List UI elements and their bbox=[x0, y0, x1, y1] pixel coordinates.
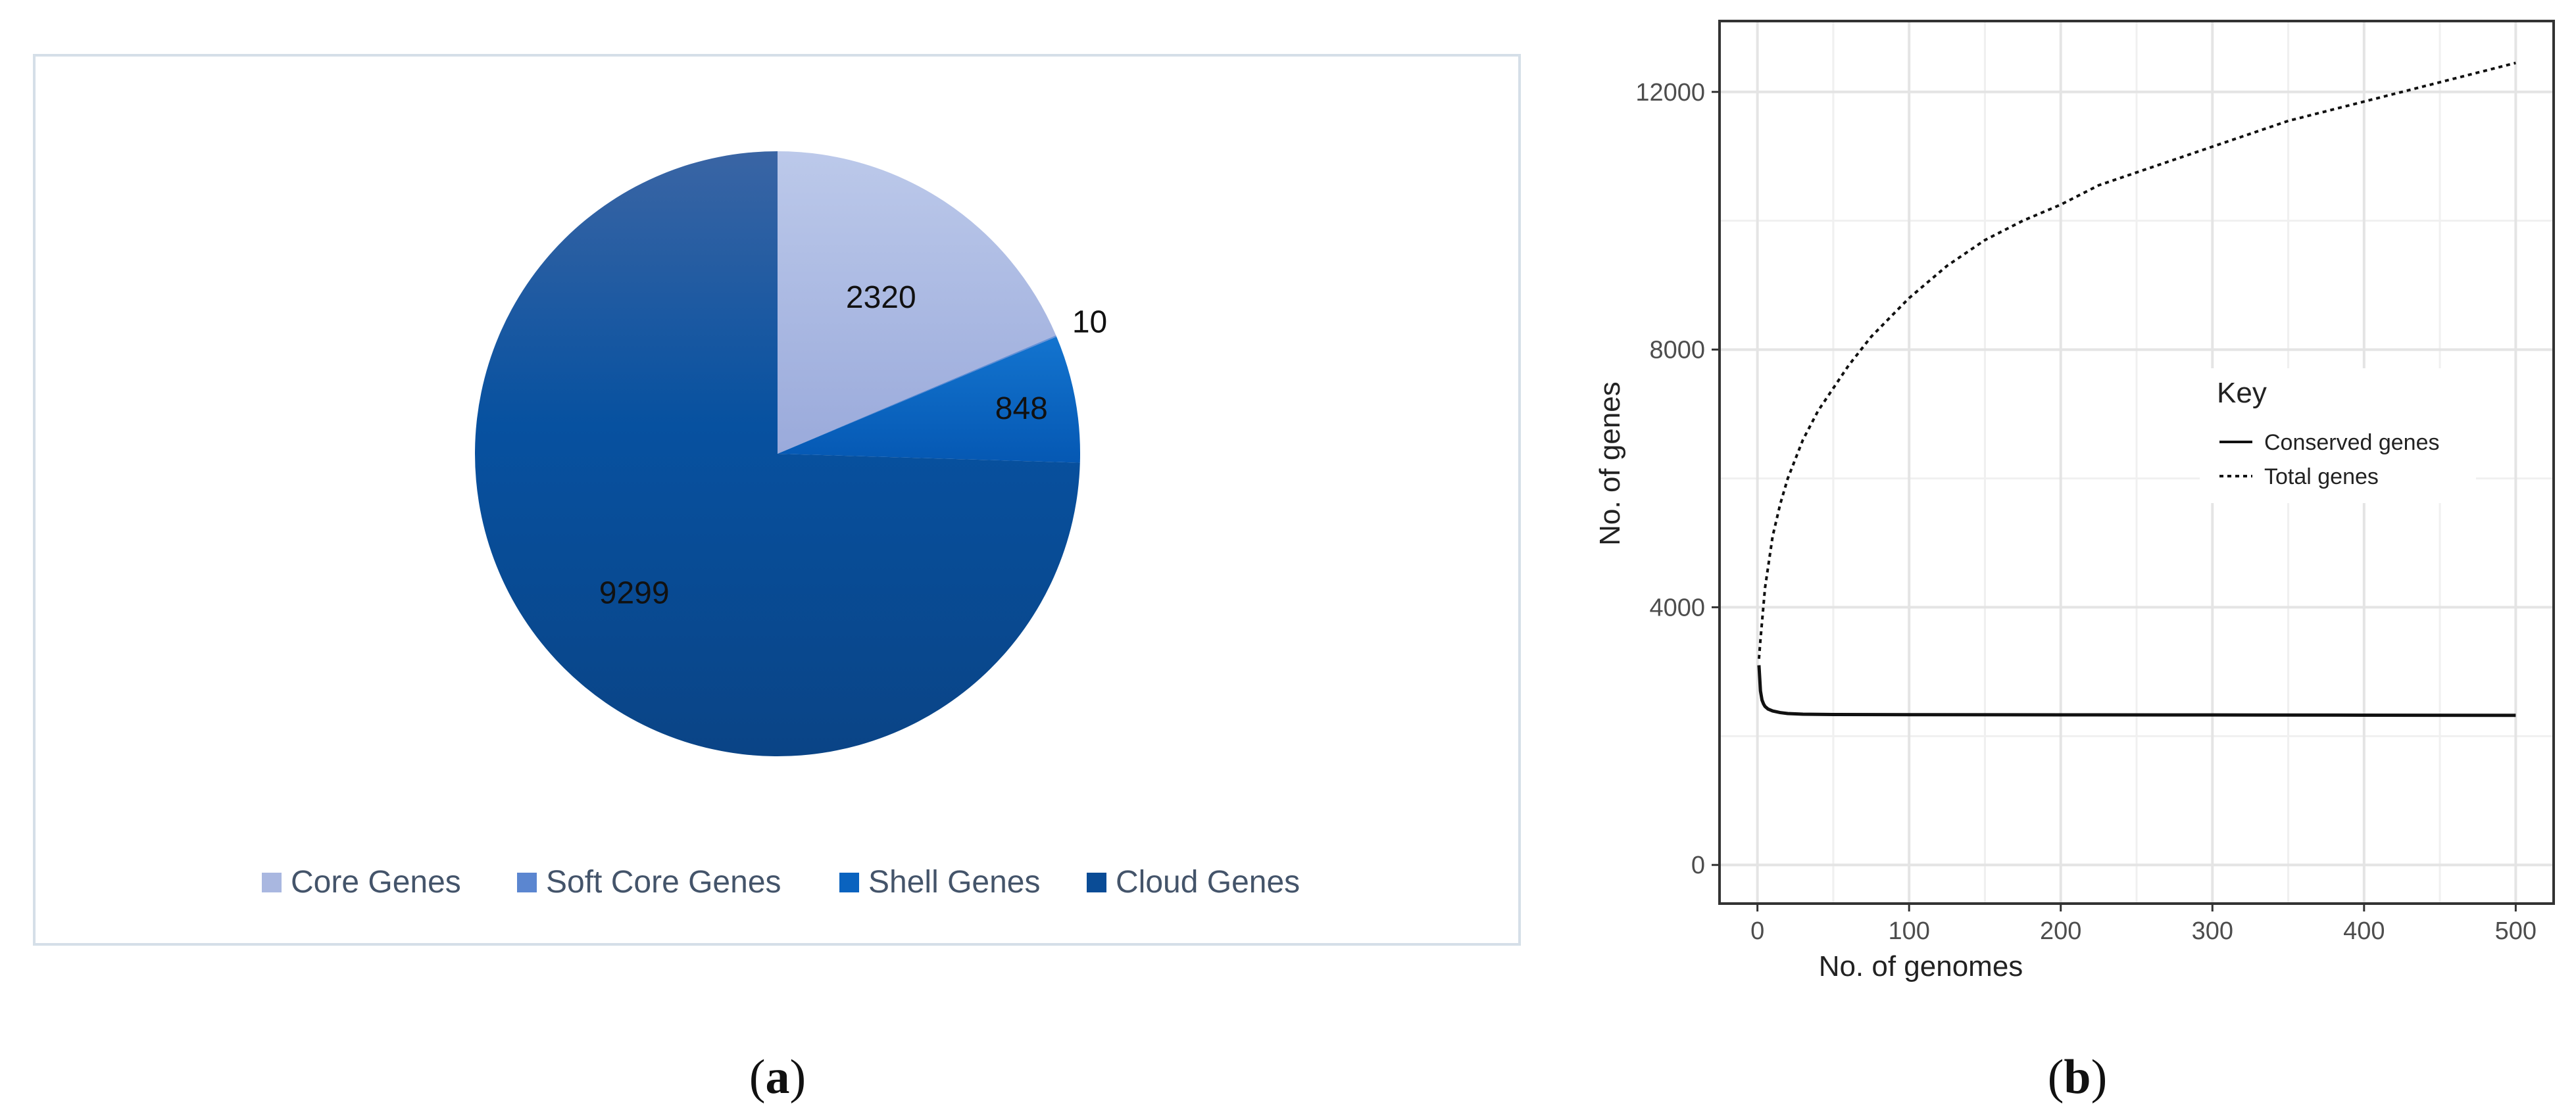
legend-label-shell-genes: Shell Genes bbox=[868, 865, 1041, 900]
pie-data-labels: 2320 10 848 9299 bbox=[599, 280, 1107, 610]
y-axis-label: No. of genes bbox=[1594, 381, 1626, 546]
pie-data-label-soft-core-genes: 10 bbox=[1072, 304, 1107, 339]
axis-ticks: 0 100 200 300 400 500 0 4000 8000 12000 bbox=[1635, 79, 2537, 945]
y-tick-label: 0 bbox=[1691, 852, 1705, 879]
legend-label-cloud-genes: Cloud Genes bbox=[1116, 865, 1300, 900]
x-tick-label: 300 bbox=[2192, 917, 2233, 945]
pie-slice-cloud-genes bbox=[475, 151, 1080, 756]
pie-chart-panel: 2320 10 848 9299 Core Genes Soft Core Genes S… bbox=[33, 54, 1521, 946]
legend-label-total-genes: Total genes bbox=[2264, 464, 2379, 489]
legend-swatch-soft-core-genes bbox=[517, 873, 537, 892]
line-series bbox=[1757, 61, 2516, 717]
pie-data-label-shell-genes: 848 bbox=[995, 391, 1048, 426]
legend-swatch-core-genes bbox=[262, 873, 282, 892]
legend-box bbox=[2200, 368, 2476, 503]
x-axis-label: No. of genomes bbox=[1819, 950, 2023, 983]
pie-data-label-cloud-genes: 9299 bbox=[599, 575, 670, 610]
series-line-conserved-genes bbox=[1757, 665, 2516, 717]
plot-border bbox=[1718, 20, 2555, 905]
panel-label-b: (b) bbox=[2048, 1050, 2107, 1104]
x-tick-label: 500 bbox=[2495, 917, 2537, 945]
x-tick-label: 100 bbox=[1888, 917, 1929, 945]
legend-label-core-genes: Core Genes bbox=[291, 865, 461, 900]
x-tick-label: 400 bbox=[2343, 917, 2385, 945]
panel-label-a: (a) bbox=[749, 1050, 806, 1104]
pie-slice-soft-core-genes bbox=[778, 335, 1057, 454]
y-tick-label: 8000 bbox=[1649, 337, 1705, 364]
legend-label-conserved-genes: Conserved genes bbox=[2264, 430, 2440, 455]
pie-legend: Core Genes Soft Core Genes Shell Genes Clou… bbox=[262, 865, 1300, 900]
pie-slices bbox=[475, 151, 1080, 756]
y-tick-label: 12000 bbox=[1635, 79, 1705, 107]
x-tick-label: 0 bbox=[1750, 917, 1764, 945]
legend-title: Key bbox=[2217, 377, 2267, 409]
legend-swatch-cloud-genes bbox=[1087, 873, 1106, 892]
plot-frame bbox=[1718, 20, 2555, 905]
gridlines bbox=[1720, 21, 2554, 904]
line-legend: Key Conserved genes Total genes bbox=[2200, 368, 2476, 503]
x-tick-label: 200 bbox=[2040, 917, 2081, 945]
pie-slice-shell-genes bbox=[778, 336, 1080, 463]
pie-data-label-core-genes: 2320 bbox=[846, 280, 916, 315]
pie-slice-core-genes bbox=[778, 151, 1056, 454]
legend-label-soft-core-genes: Soft Core Genes bbox=[546, 865, 781, 900]
legend-swatch-shell-genes bbox=[839, 873, 859, 892]
y-tick-label: 4000 bbox=[1649, 594, 1705, 621]
line-chart-panel: 0 100 200 300 400 500 0 4000 8000 12000 No. of ge… bbox=[1594, 20, 2555, 983]
